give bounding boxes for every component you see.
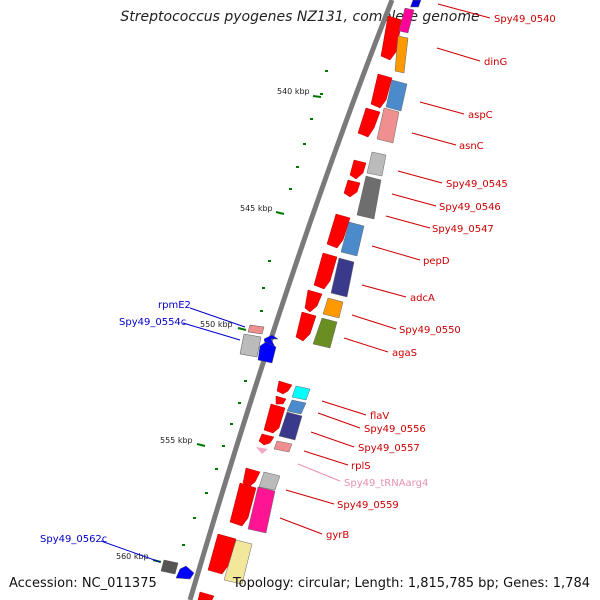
gene-label-rpls: rplS [351, 461, 371, 472]
gene-arrow [263, 403, 286, 434]
gene-label-spy49-0550: Spy49_0550 [399, 325, 461, 336]
gene-box [247, 486, 276, 534]
gene-arrow [197, 591, 215, 600]
gene-box [258, 471, 281, 491]
leader-line-trna [297, 463, 341, 482]
gene-label-spy49-trnaarg4: Spy49_tRNAarg4 [344, 478, 428, 489]
gene-arrow [295, 311, 317, 342]
gene-label-adca: adcA [410, 293, 435, 304]
gene-box [278, 411, 303, 441]
major-ticks [152, 95, 322, 563]
reverse-leader-lines [100, 307, 246, 563]
gene-box [239, 333, 262, 358]
gene-arrow [257, 341, 277, 364]
gene-box [322, 297, 344, 319]
gene-arrow [229, 482, 257, 527]
gene-label-spy49-0546: Spy49_0546 [439, 202, 501, 213]
trna-arrow [256, 447, 268, 454]
gene-label-aspc: aspC [468, 110, 493, 121]
gene-arrow [242, 467, 261, 488]
gene-arrow [326, 213, 351, 249]
gene-label-gyrb: gyrB [326, 530, 349, 541]
kbp-label-550: 550 kbp [200, 320, 233, 329]
gene-box [398, 7, 415, 34]
gene-arrow [304, 289, 323, 313]
gene-label-agas: agaS [392, 348, 417, 359]
gene-arrow [343, 179, 361, 198]
gene-label-pepd: pepD [423, 256, 450, 267]
kbp-label-545: 545 kbp [240, 204, 273, 213]
kbp-label-560: 560 kbp [116, 552, 149, 561]
gene-box [160, 559, 179, 575]
gene-arrow [275, 395, 287, 405]
gene-box [273, 440, 293, 453]
kbp-label-555: 555 kbp [160, 436, 193, 445]
gene-box [330, 257, 355, 298]
gene-label-ding: dinG [484, 57, 507, 68]
gene-box [247, 324, 265, 335]
forward-genes [197, 15, 403, 600]
gene-label-spy49-0557: Spy49_0557 [358, 443, 420, 454]
gene-arrow [175, 565, 195, 580]
gene-arrow [380, 15, 403, 61]
gene-box [385, 79, 408, 112]
gene-box [286, 399, 307, 415]
gene-box [366, 151, 387, 177]
leader-lines [279, 3, 491, 535]
gene-box [223, 539, 253, 585]
gene-box [291, 385, 311, 401]
gene-box [356, 175, 382, 220]
gene-label-rpme2: rpmE2 [158, 300, 191, 311]
gene-label-spy49-0540: Spy49_0540 [494, 14, 556, 25]
scale-ticks [182, 70, 328, 546]
gene-box [410, 0, 422, 8]
gene-label-spy49-0547: Spy49_0547 [432, 224, 494, 235]
gene-label-flav: flaV [370, 411, 389, 422]
gene-label-spy49-0545: Spy49_0545 [446, 179, 508, 190]
gene-arrow [357, 107, 381, 138]
topology-label: Topology: circular; Length: 1,815,785 bp… [232, 576, 590, 591]
gene-label-spy49-0556: Spy49_0556 [364, 424, 426, 435]
gene-arrow [349, 159, 367, 180]
gene-label-spy49-0554c: Spy49_0554c [119, 317, 186, 328]
gene-box [394, 35, 409, 74]
reverse-genes [160, 324, 279, 580]
accession-label: Accession: NC_011375 [9, 576, 157, 591]
gene-box [376, 107, 400, 144]
gene-arrow [207, 533, 237, 575]
gene-box [340, 221, 365, 257]
cog-boxes [223, 0, 422, 585]
gene-arrow [370, 73, 393, 109]
gene-box [312, 317, 338, 349]
gene-label-spy49-0562c: Spy49_0562c [40, 534, 107, 545]
kbp-label-540: 540 kbp [277, 87, 310, 96]
gene-label-asnc: asnC [459, 141, 484, 152]
gene-arrow [258, 433, 275, 446]
gene-arrow [276, 380, 293, 395]
gene-label-spy49-0559: Spy49_0559 [337, 500, 399, 511]
gene-arrow [313, 252, 338, 290]
genome-backbone [187, 0, 395, 600]
